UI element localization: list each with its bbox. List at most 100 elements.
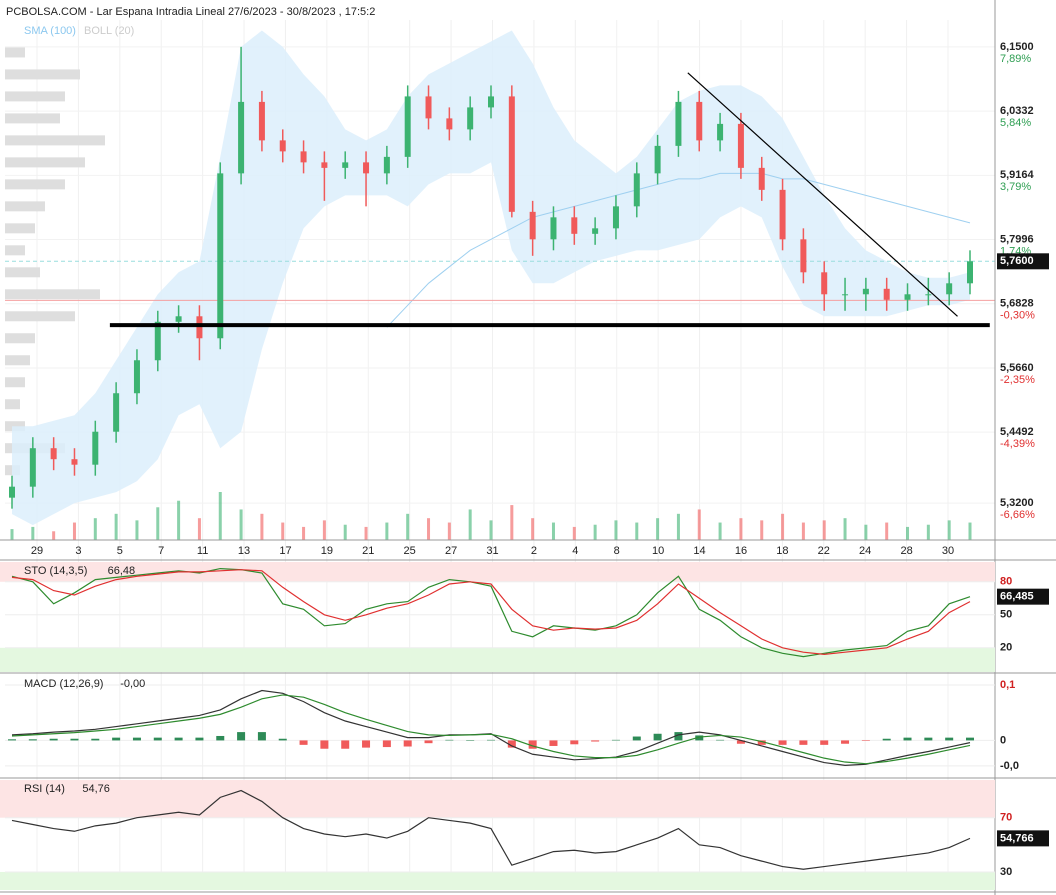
volume-bar [676,513,680,540]
macd-histogram-bar [70,738,79,741]
volume-profile-bar [5,113,60,124]
volume-bar [822,520,826,540]
macd-histogram-bar [966,737,974,741]
x-tick-label: 14 [693,545,705,557]
volume-bar [614,520,618,540]
candle-body [154,321,161,361]
macd-histogram-bar [570,740,579,745]
macd-histogram-bar [487,739,495,741]
x-tick-label: 27 [445,545,457,557]
volume-bar [135,520,139,540]
volume-bar [302,526,306,540]
volume-bar [551,522,555,540]
x-tick-label: 10 [652,545,664,557]
macd-histogram-bar [632,736,641,741]
volume-bar [31,526,35,540]
macd-histogram-bar [91,738,100,741]
candle-body [488,96,494,108]
macd-histogram-bar [28,739,37,741]
candle-body [654,145,661,174]
volume-profile-bar [5,91,65,102]
candle-body [842,294,849,296]
candle-body [883,288,890,300]
volume-bar [427,518,431,540]
panel-current: -0,00 [120,678,145,690]
macd-histogram-bar [362,740,371,748]
sma-line [386,172,971,328]
macd-histogram-bar [320,740,329,749]
volume-bar [385,522,389,540]
candle-body [529,211,536,240]
candle-body [238,101,245,174]
volume-bar [531,518,535,540]
x-tick-label: 11 [197,545,208,557]
macd-histogram-bar [174,737,183,741]
volume-bar [843,518,847,540]
volume-bar [572,526,576,540]
volume-profile-bar [5,245,25,256]
y-tick-label: 5,5660 [1000,362,1034,374]
indicator-line [11,789,971,870]
volume-bar [864,524,868,540]
volume-profile-bar [5,377,25,388]
last-price-box [997,253,1049,270]
candle-body [612,206,619,229]
macd-histogram-bar [674,732,683,741]
y-tick-label: -0,0 [1000,760,1019,772]
y-tick-label: 5,9164 [1000,169,1035,181]
macd-histogram-bar [757,740,766,745]
y-tick-percent: -2,35% [1000,374,1035,386]
candle-body [779,189,786,240]
macd-histogram-bar [549,740,558,746]
x-tick-label: 19 [321,545,333,557]
candle-body [717,123,724,141]
macd-histogram-bar [882,738,891,741]
macd-histogram-bar [736,740,745,744]
y-tick-percent: 3,79% [1000,181,1031,193]
volume-bar [635,522,639,540]
candle-body [946,283,953,295]
candle-body [904,294,911,300]
indicator-label: BOLL (20) [84,25,134,37]
candle-body [758,167,765,190]
chart-title: PCBOLSA.COM - Lar Espana Intradia Lineal… [6,6,375,18]
macd-histogram-bar [903,737,912,741]
candle-body [300,151,307,163]
candle-body [800,239,807,273]
volume-profile-bar [5,135,105,146]
y-tick-percent: -4,39% [1000,438,1035,450]
macd-histogram-bar [153,737,162,741]
candle-body [71,459,78,465]
y-tick-label: 30 [1000,866,1012,878]
candle-body [425,96,432,119]
volume-bar [197,518,201,540]
candle-body [967,261,973,284]
volume-bar [489,520,493,540]
x-tick-label: 29 [31,545,43,557]
panel-title: MACD (12,26,9) [24,678,103,690]
x-tick-label: 3 [75,545,81,557]
x-tick-label: 31 [486,545,498,557]
candle-body [404,96,411,157]
macd-histogram-bar [8,739,16,741]
candle-body [925,294,932,296]
y-tick-percent: 7,89% [1000,53,1031,65]
trend-line [687,72,958,317]
last-value-box [997,830,1049,847]
candle-body [633,173,640,207]
macd-histogram-bar [820,740,829,745]
macd-histogram-bar [945,737,954,741]
volume-bar [447,522,451,540]
oversold-zone [0,647,995,672]
candle-body [467,107,474,130]
y-tick-percent: -0,30% [1000,310,1035,322]
volume-profile-bar [5,179,65,190]
x-tick-label: 18 [776,545,788,557]
candle-body [737,123,744,168]
candle-body [9,486,15,498]
y-tick-label: 20 [1000,642,1012,654]
macd-histogram-bar [341,740,350,749]
volume-bar [739,518,743,540]
panel-title: RSI (14) [24,783,65,795]
